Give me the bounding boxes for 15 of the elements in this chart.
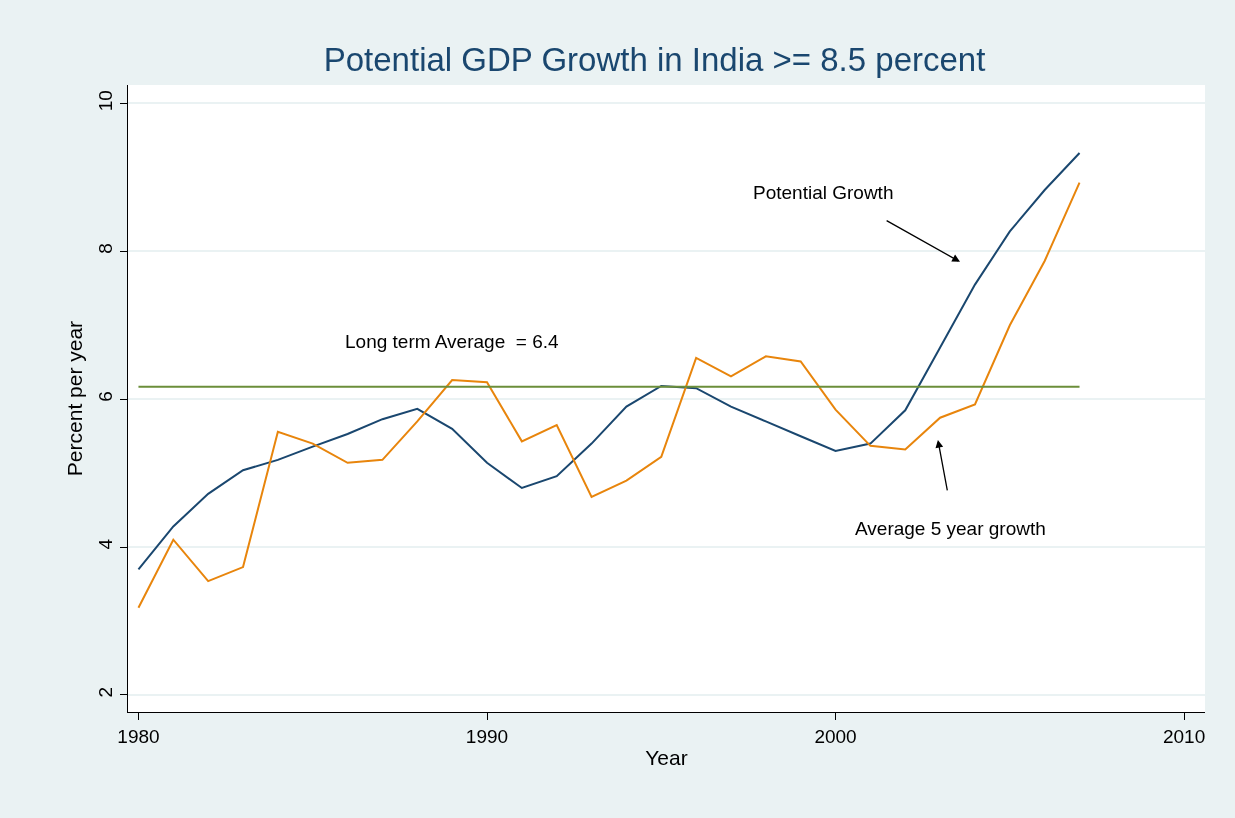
x-tick-label: 2010: [1162, 725, 1206, 747]
annotation: Average 5 year growth: [855, 518, 1046, 539]
y-axis-title: Percent per year: [63, 320, 87, 477]
x-tick-label: 2000: [814, 725, 857, 747]
y-tick-label: 6: [95, 391, 117, 402]
y-tick-label: 8: [95, 243, 117, 254]
y-tick-label: 10: [95, 90, 117, 112]
y-tick-label: 2: [95, 686, 117, 698]
annotation: Potential Growth: [753, 182, 894, 203]
x-tick-label: 1990: [465, 725, 509, 747]
y-tick-label: 4: [95, 538, 117, 550]
x-axis-title: Year: [645, 746, 688, 770]
annotation: Long term Average = 6.4: [345, 331, 559, 352]
chart-title: Potential GDP Growth in India >= 8.5 percent: [323, 41, 986, 79]
x-tick-label: 1980: [117, 725, 160, 747]
